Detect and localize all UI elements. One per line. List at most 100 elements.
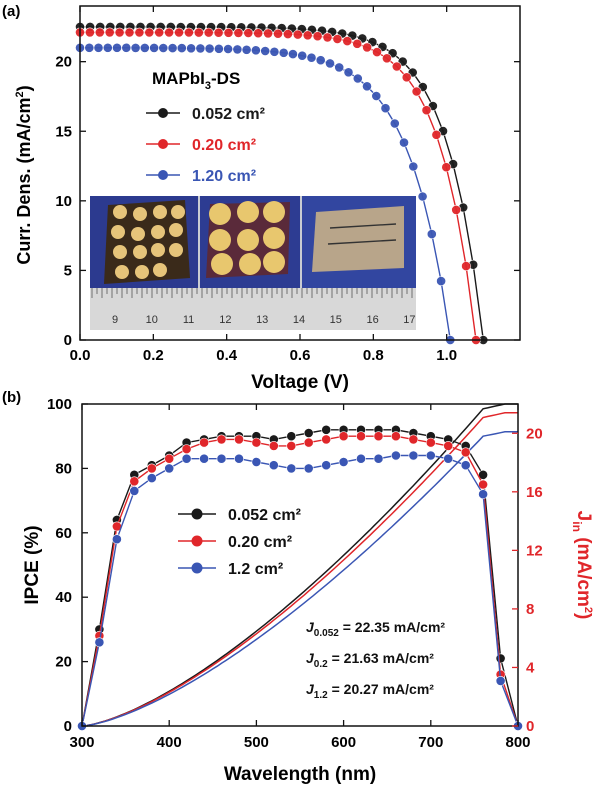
- jv-point-2-34: [389, 118, 400, 129]
- panel-b-annotation-2: J1.2 = 20.27 mA/cm²: [306, 681, 434, 701]
- ipce-point-2-1: [94, 637, 105, 648]
- panel-a-legend-label-0: 0.052 cm²: [192, 106, 265, 123]
- ipce-point-1-20: [425, 437, 436, 448]
- inset-photo-device-1: [104, 200, 190, 284]
- panel-b-y2tick-label-4: 16: [526, 484, 543, 501]
- inset-photo-electrode-6: [151, 225, 165, 239]
- panel-b-legend-label-1: 0.20 cm²: [228, 534, 292, 551]
- ipce-point-2-21: [443, 453, 454, 464]
- ipce-point-2-3: [129, 485, 140, 496]
- jv-point-1-6: [134, 27, 145, 38]
- ipce-point-2-4: [146, 473, 157, 483]
- panel-a-legend: MAPbI3-DS 0.052 cm² 0.20 cm² 1.20 cm²: [146, 69, 265, 185]
- panel-a-xtick-label-3: 0.6: [290, 347, 311, 364]
- panel-b-xtick-label-5: 800: [505, 734, 530, 751]
- panel-a-xtick-label-4: 0.8: [363, 347, 384, 364]
- jv-point-1-31: [381, 53, 392, 64]
- panel-b-legend-swatch-marker-1: [191, 535, 203, 547]
- panel-b-y2tick-label-0: 0: [526, 718, 534, 735]
- ipce-point-2-24: [495, 676, 506, 686]
- panel-b-xlabel: Wavelength (nm): [224, 764, 376, 785]
- panel-b-annotation-sub-2: 1.2: [314, 690, 328, 701]
- panel-b-xtick-label-2: 500: [244, 734, 269, 751]
- inset-photo-ruler-label-1: 10: [146, 314, 158, 326]
- jv-point-2-38: [426, 229, 437, 239]
- inset-photo-electrode-11: [169, 243, 183, 257]
- panel-b-annotation-1: J0.2 = 21.63 mA/cm²: [306, 650, 434, 670]
- panel-a-legend-title: MAPbI3-DS: [152, 69, 240, 92]
- ipce-point-2-15: [338, 457, 349, 467]
- ipce-point-2-20: [425, 450, 436, 461]
- jv-point-2-1: [84, 42, 95, 53]
- jv-point-2-9: [158, 43, 169, 53]
- inset-photo-stripe-1: [329, 223, 397, 229]
- panel-a-xtick-label-5: 1.0: [436, 347, 457, 364]
- panel-b-y2tick-label-1: 4: [526, 659, 535, 676]
- inset-photo-electrode-0: [113, 205, 127, 219]
- panel-a-ytick-label-4: 20: [55, 54, 72, 71]
- panel-b-ytick-label-4: 80: [55, 460, 72, 477]
- ipce-point-0-13: [303, 428, 314, 438]
- panel-b-ytick-label-5: 100: [47, 396, 72, 413]
- panel-a-legend-label-2: 1.20 cm²: [192, 168, 256, 185]
- jv-point-2-7: [139, 43, 150, 53]
- ipce-point-1-18: [390, 431, 401, 442]
- ipce-line-0: [81, 429, 519, 727]
- ipce-point-0-14: [321, 424, 332, 435]
- jv-point-1-21: [282, 29, 293, 39]
- jv-point-1-30: [372, 47, 382, 57]
- panel-b-xtick-label-1: 400: [157, 734, 182, 751]
- ipce-point-1-14: [321, 434, 332, 445]
- jv-point-2-29: [343, 67, 354, 78]
- panel-b-ytick-label-0: 0: [64, 718, 72, 735]
- jv-point-2-23: [287, 49, 298, 59]
- panel-b-y2tick-label-5: 20: [526, 425, 543, 442]
- jv-point-1-9: [164, 27, 174, 38]
- inset-photo-electrode-1: [133, 207, 147, 221]
- jv-point-1-35: [421, 105, 432, 116]
- panel-b-y2tick-label-3: 12: [526, 542, 543, 559]
- inset-photo-electrode-7: [169, 223, 183, 237]
- jv-point-1-28: [352, 38, 363, 49]
- ipce-point-2-6: [181, 453, 192, 464]
- ipce-point-2-7: [199, 453, 209, 464]
- inset-photo-ruler-label-0: 9: [112, 314, 118, 326]
- panel-a-xtick-label-2: 0.4: [216, 347, 238, 364]
- ipce-point-2-16: [356, 453, 366, 464]
- inset-photo-electrode-b-8: [263, 251, 285, 273]
- ipce-point-1-4: [146, 463, 157, 474]
- inset-photo-electrode-b-4: [237, 229, 259, 251]
- panel-b-ytick-label-1: 20: [55, 654, 72, 671]
- panel-b-xtick-label-4: 700: [418, 734, 443, 751]
- inset-photo-electrode-13: [135, 265, 149, 279]
- panel-label-b: (b): [2, 389, 21, 406]
- panel-a-ytick-label-3: 15: [55, 123, 72, 140]
- jv-point-2-30: [352, 73, 363, 84]
- jv-point-1-33: [401, 72, 412, 83]
- jv-point-2-12: [186, 43, 196, 54]
- jv-point-2-28: [334, 62, 345, 73]
- panel-b-xtick-label-3: 600: [331, 734, 356, 751]
- jv-point-2-32: [371, 91, 382, 101]
- jv-point-1-11: [183, 27, 194, 38]
- jv-point-1-37: [441, 162, 452, 173]
- jv-point-1-29: [362, 42, 372, 53]
- jv-point-1-8: [154, 27, 165, 38]
- inset-photo-electrode-5: [131, 227, 145, 241]
- panel-a-xlabel: Voltage (V): [251, 372, 349, 393]
- ipce-point-1-21: [443, 440, 454, 451]
- ipce-point-2-22: [460, 460, 471, 471]
- jv-point-1-14: [213, 27, 224, 38]
- jv-point-2-39: [436, 276, 446, 286]
- jv-point-1-23: [302, 30, 313, 41]
- jv-point-2-8: [149, 43, 159, 53]
- ipce-point-1-5: [164, 453, 175, 464]
- jv-point-1-24: [312, 31, 323, 42]
- panel-b-annotation-value-2: = 20.27 mA/cm²: [328, 681, 435, 697]
- panel-b-y2tick-label-2: 8: [526, 601, 534, 618]
- panel-b-legend-swatch-marker-0: [191, 508, 203, 520]
- panel-b-ylabel: IPCE (%): [22, 525, 43, 604]
- jin-line-0: [81, 403, 518, 727]
- jv-point-1-18: [253, 28, 264, 39]
